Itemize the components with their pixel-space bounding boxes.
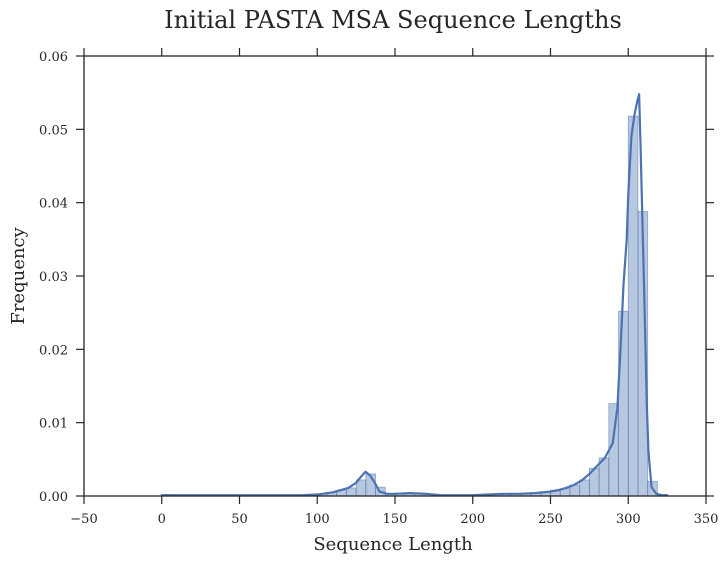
y-tick-label: 0.03 <box>39 270 68 285</box>
x-tick-label: 150 <box>383 512 408 527</box>
x-tick-label: 350 <box>694 512 719 527</box>
kde-curve-layer <box>160 93 669 497</box>
x-tick-label: 250 <box>538 512 563 527</box>
histogram-bar <box>579 479 590 497</box>
y-tick-label: 0.00 <box>39 490 68 505</box>
y-tick-label: 0.05 <box>39 123 68 138</box>
x-axis-label: Sequence Length <box>313 534 473 555</box>
x-tick-label: 200 <box>460 512 485 527</box>
x-tick-label: 100 <box>305 512 330 527</box>
y-tick-label: 0.01 <box>39 417 68 432</box>
x-tick-label: 0 <box>158 512 166 527</box>
chart-title: Initial PASTA MSA Sequence Lengths <box>164 6 622 34</box>
x-tick-label: 300 <box>616 512 641 527</box>
y-ticks: 0.00 0.01 0.02 0.03 0.04 0.05 0.06 <box>39 50 714 505</box>
histogram-bars <box>161 115 668 497</box>
y-tick-label: 0.02 <box>39 343 68 358</box>
kde-line <box>160 93 669 497</box>
x-tick-label: −50 <box>70 512 97 527</box>
y-tick-label: 0.06 <box>39 50 68 65</box>
y-axis-label: Frequency <box>8 226 29 324</box>
x-tick-label: 50 <box>231 512 248 527</box>
y-tick-label: 0.04 <box>39 197 68 212</box>
x-ticks: −50 0 50 100 150 200 250 300 350 <box>70 48 718 527</box>
